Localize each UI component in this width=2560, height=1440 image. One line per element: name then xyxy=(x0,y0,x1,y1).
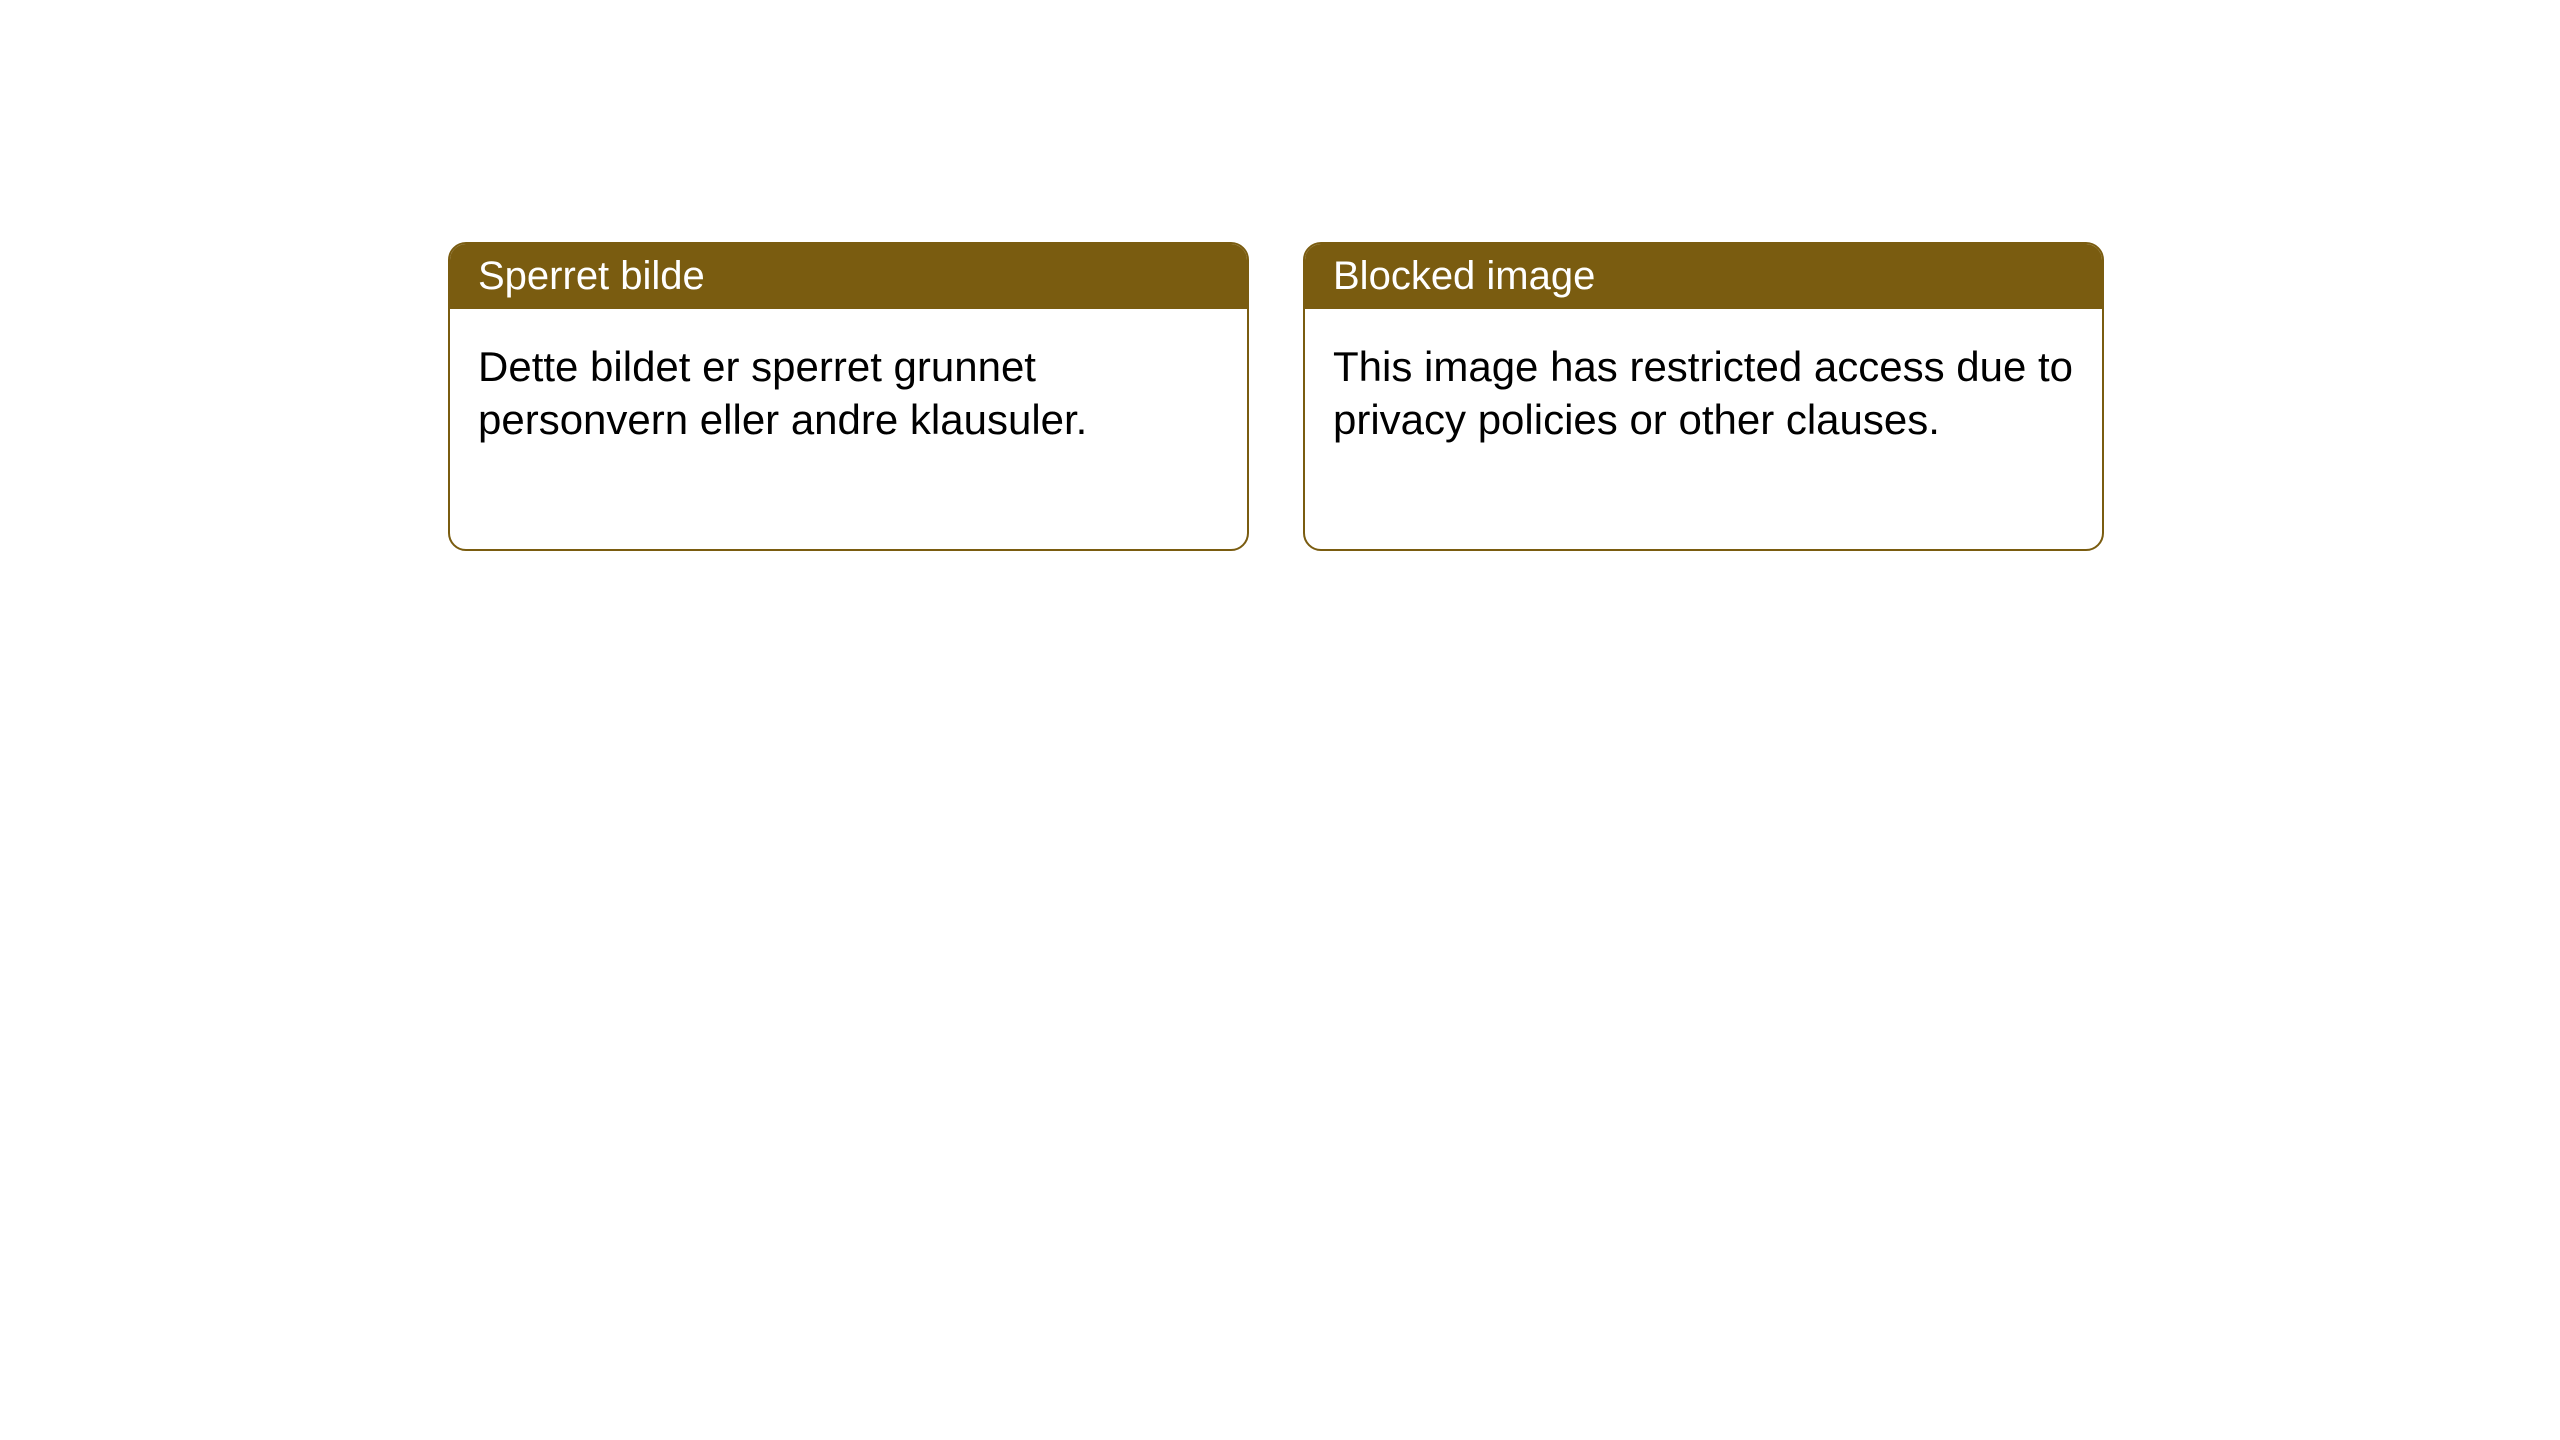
card-text: Dette bildet er sperret grunnet personve… xyxy=(478,343,1087,443)
notice-container: Sperret bilde Dette bildet er sperret gr… xyxy=(448,242,2104,551)
card-body: Dette bildet er sperret grunnet personve… xyxy=(450,309,1247,549)
card-title: Blocked image xyxy=(1333,254,1595,298)
notice-card-norwegian: Sperret bilde Dette bildet er sperret gr… xyxy=(448,242,1249,551)
card-body: This image has restricted access due to … xyxy=(1305,309,2102,549)
card-title: Sperret bilde xyxy=(478,254,705,298)
card-text: This image has restricted access due to … xyxy=(1333,343,2073,443)
card-header: Blocked image xyxy=(1305,244,2102,309)
card-header: Sperret bilde xyxy=(450,244,1247,309)
notice-card-english: Blocked image This image has restricted … xyxy=(1303,242,2104,551)
